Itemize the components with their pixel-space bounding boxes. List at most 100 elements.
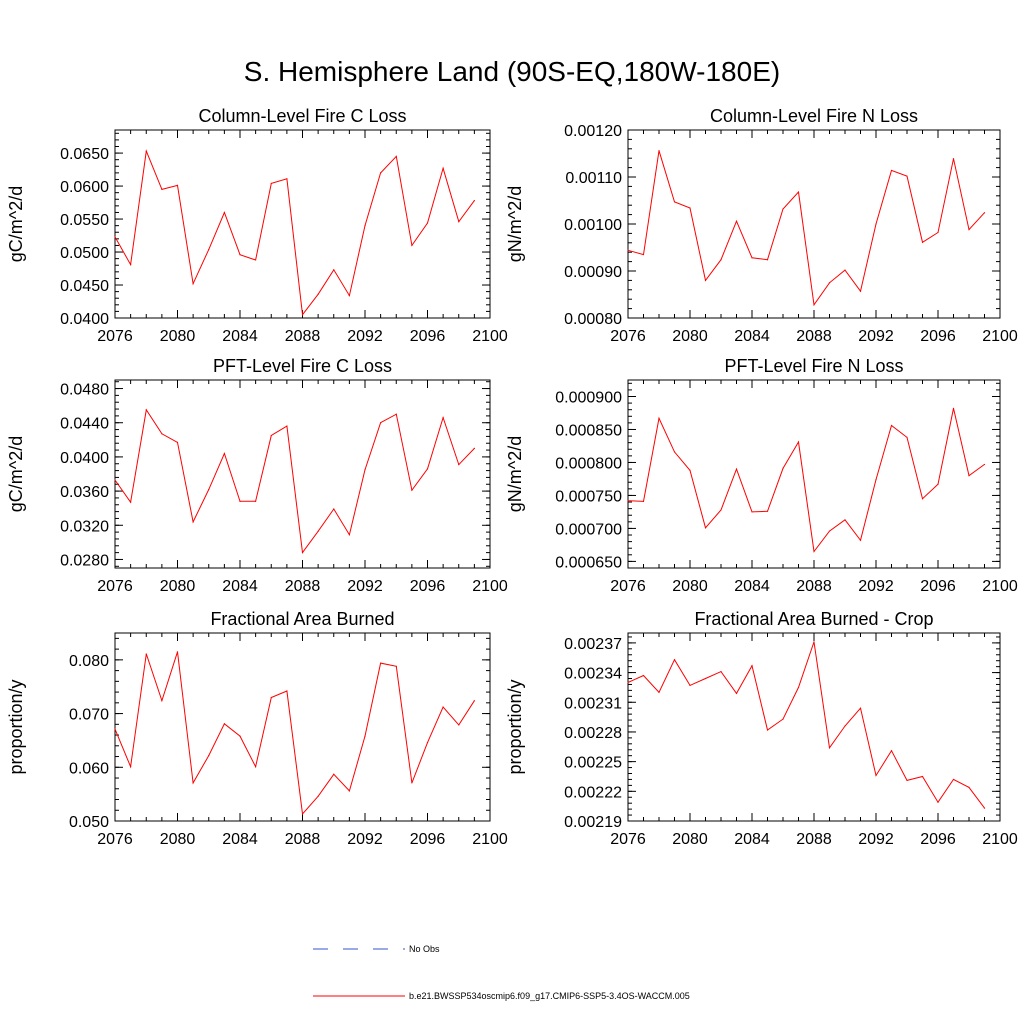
panel-5-y-axis-label: proportion/y (6, 679, 26, 774)
panel-6-x-tick-label: 2080 (672, 831, 708, 848)
panel-5-data-point (364, 735, 366, 737)
panel-6-series-line (627, 641, 985, 809)
panel-4-data-point (751, 511, 753, 513)
panel-3-data-point (426, 468, 429, 470)
panel-6-y-tick-label: 0.00219 (564, 814, 622, 831)
panel-3-data-point (395, 413, 397, 415)
panel-6-y-tick-label: 0.00231 (564, 695, 622, 712)
panel-4-data-point (859, 539, 862, 541)
panel-3-data-point (364, 469, 366, 471)
panel-3-y-axis-label: gC/m^2/d (6, 436, 26, 512)
panel-2-x-tick-label: 2084 (734, 328, 770, 345)
panel-4-data-point (720, 509, 722, 511)
panel-4-data-point (627, 500, 629, 502)
panel-4-data-point (658, 417, 660, 419)
panel-6-data-point (720, 670, 722, 673)
panel-3-x-tick-label: 2076 (97, 578, 133, 595)
panel-2-data-point (983, 212, 986, 214)
panel-6-title: Fractional Area Burned - Crop (694, 609, 933, 629)
panel-6-data-point (890, 750, 893, 752)
panel-2-data-point (766, 259, 769, 261)
panel-6-y-tick-label: 0.00222 (564, 784, 622, 801)
panel-5-data-point (380, 662, 382, 664)
panel-5-data-point (426, 741, 429, 744)
panel-1-series-line (114, 149, 475, 316)
panel-6-data-point (766, 729, 769, 731)
panel-4-title: PFT-Level Fire N Loss (724, 356, 903, 376)
panel-5-x-tick-label: 2080 (160, 831, 196, 848)
panel-6-data-point (828, 747, 831, 749)
panel-2-y-axis-label: gN/m^2/d (505, 186, 525, 262)
panel-2-data-point (906, 175, 908, 177)
panel-3-x-tick-label: 2096 (410, 578, 446, 595)
panel-2-x-tick-label: 2088 (796, 328, 832, 345)
panel-6-y-tick-label: 0.00237 (564, 636, 622, 653)
panel-5-data-point (145, 653, 147, 655)
panel-1-x-tick-label: 2080 (160, 328, 196, 345)
panel-1-data-point (130, 263, 132, 266)
panel-5-data-point (317, 795, 319, 797)
figure-title: S. Hemisphere Land (90S-EQ,180W-180E) (243, 56, 781, 87)
panel-4-data-point (921, 498, 924, 500)
panel-1-data-point (380, 172, 382, 174)
panel-2-data-point (890, 169, 893, 172)
panel-4-y-tick-label: 0.000900 (555, 389, 622, 406)
panel-6-data-point (844, 725, 846, 727)
panel-3-data-point (239, 500, 241, 502)
panel-4-data-point (968, 475, 970, 477)
panel-2-data-point (751, 257, 753, 259)
panel-4-data-point (906, 436, 908, 438)
panel-3-data-point (223, 452, 225, 455)
panel-4-data-point (844, 519, 846, 521)
panel-5-data-point (333, 773, 335, 775)
panel-6-y-axis-label: proportion/y (505, 679, 525, 774)
panel-2-x-tick-label: 2100 (982, 328, 1018, 345)
panel-5-data-point (286, 690, 288, 692)
panel-1-x-tick-label: 2088 (285, 328, 321, 345)
panel-4-x-tick-label: 2088 (796, 578, 832, 595)
panel-4-x-tick-label: 2080 (672, 578, 708, 595)
panel-6-y-tick-label: 0.00234 (564, 666, 622, 683)
panel-4-frame (627, 379, 1001, 569)
panel-2-data-point (658, 150, 660, 152)
panel-3-data-point (192, 521, 194, 523)
panel-6-y-tick-label: 0.00228 (564, 725, 622, 742)
panel-2-data-point (642, 253, 645, 256)
panel-1-y-tick-label: 0.0400 (60, 311, 109, 328)
panel-5-data-point (239, 735, 241, 737)
panel-1-x-tick-label: 2096 (410, 328, 446, 345)
panel-4-series-line (627, 408, 985, 553)
panel-5-data-point (223, 723, 225, 725)
panel-2-x-tick-label: 2076 (610, 328, 646, 345)
panel-4-x-tick-label: 2084 (734, 578, 770, 595)
panel-1-y-tick-label: 0.0500 (60, 245, 109, 262)
panel-3-data-point (208, 488, 210, 490)
panel-3-series-line (114, 408, 475, 554)
panel-4-data-point (937, 483, 939, 485)
panel-6-data-point (673, 659, 676, 661)
panel-6-data-point (689, 684, 691, 687)
panel-2-y-tick-label: 0.00090 (564, 264, 622, 281)
panel-2-data-point (689, 207, 691, 209)
panel-2-data-point (782, 208, 784, 210)
panel-2-data-point (968, 229, 970, 231)
panel-2-y-tick-label: 0.00110 (565, 170, 622, 187)
panel-5-x-tick-label: 2076 (97, 831, 133, 848)
panel-1-y-tick-label: 0.0650 (60, 146, 109, 163)
panel-2-data-point (673, 201, 676, 203)
panel-3-data-point (255, 500, 257, 502)
panel-2-data-point (797, 191, 800, 193)
panel-3-data-point (442, 417, 444, 419)
panel-3-y-tick-label: 0.0440 (60, 416, 109, 433)
panel-2-series-line (627, 150, 985, 307)
panel-2-title: Column-Level Fire N Loss (710, 106, 918, 126)
panel-1-x-tick-label: 2100 (472, 328, 508, 345)
panel-3-y-tick-label: 0.0320 (60, 518, 109, 535)
panel-5-data-point (442, 706, 444, 708)
panel-6-x-tick-label: 2076 (610, 831, 646, 848)
panel-6-data-point (735, 692, 738, 694)
panel-3-data-point (114, 479, 116, 481)
panel-4-x-tick-label: 2096 (920, 578, 956, 595)
panel-1-title: Column-Level Fire C Loss (198, 106, 406, 126)
panel-3-y-tick-label: 0.0280 (60, 552, 109, 569)
